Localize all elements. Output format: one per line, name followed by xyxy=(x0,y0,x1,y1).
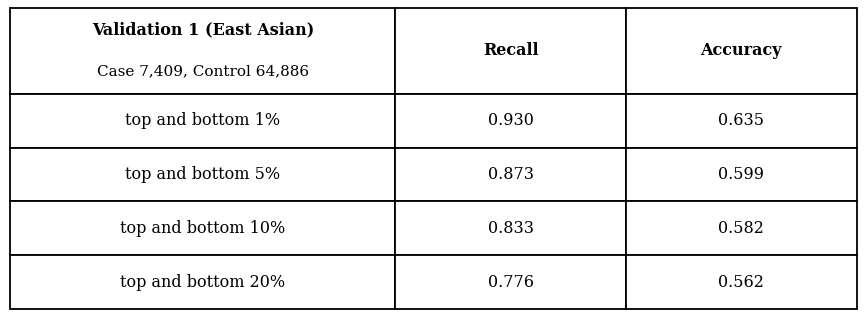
Bar xyxy=(395,8,626,94)
Text: 0.833: 0.833 xyxy=(487,220,533,237)
Text: top and bottom 20%: top and bottom 20% xyxy=(121,274,285,291)
Bar xyxy=(626,148,857,201)
Bar xyxy=(626,8,857,94)
Text: Case 7,409, Control 64,886: Case 7,409, Control 64,886 xyxy=(97,64,309,78)
Text: Validation 1 (East Asian): Validation 1 (East Asian) xyxy=(92,22,314,39)
Bar xyxy=(10,148,395,201)
Text: top and bottom 1%: top and bottom 1% xyxy=(126,112,281,129)
Bar xyxy=(626,255,857,309)
Bar xyxy=(395,148,626,201)
Text: 0.776: 0.776 xyxy=(487,274,533,291)
Text: Accuracy: Accuracy xyxy=(701,42,782,59)
Text: Recall: Recall xyxy=(483,42,538,59)
Bar xyxy=(10,94,395,148)
Bar xyxy=(395,255,626,309)
Text: 0.873: 0.873 xyxy=(487,166,533,183)
Bar xyxy=(10,8,395,94)
Bar xyxy=(395,94,626,148)
Bar xyxy=(10,201,395,255)
Text: top and bottom 5%: top and bottom 5% xyxy=(126,166,281,183)
Bar xyxy=(10,255,395,309)
Text: 0.582: 0.582 xyxy=(718,220,764,237)
Text: top and bottom 10%: top and bottom 10% xyxy=(121,220,285,237)
Bar xyxy=(626,94,857,148)
Text: 0.599: 0.599 xyxy=(718,166,764,183)
Text: 0.635: 0.635 xyxy=(718,112,764,129)
Bar xyxy=(395,201,626,255)
Bar xyxy=(626,201,857,255)
Text: 0.562: 0.562 xyxy=(718,274,764,291)
Text: 0.930: 0.930 xyxy=(487,112,533,129)
